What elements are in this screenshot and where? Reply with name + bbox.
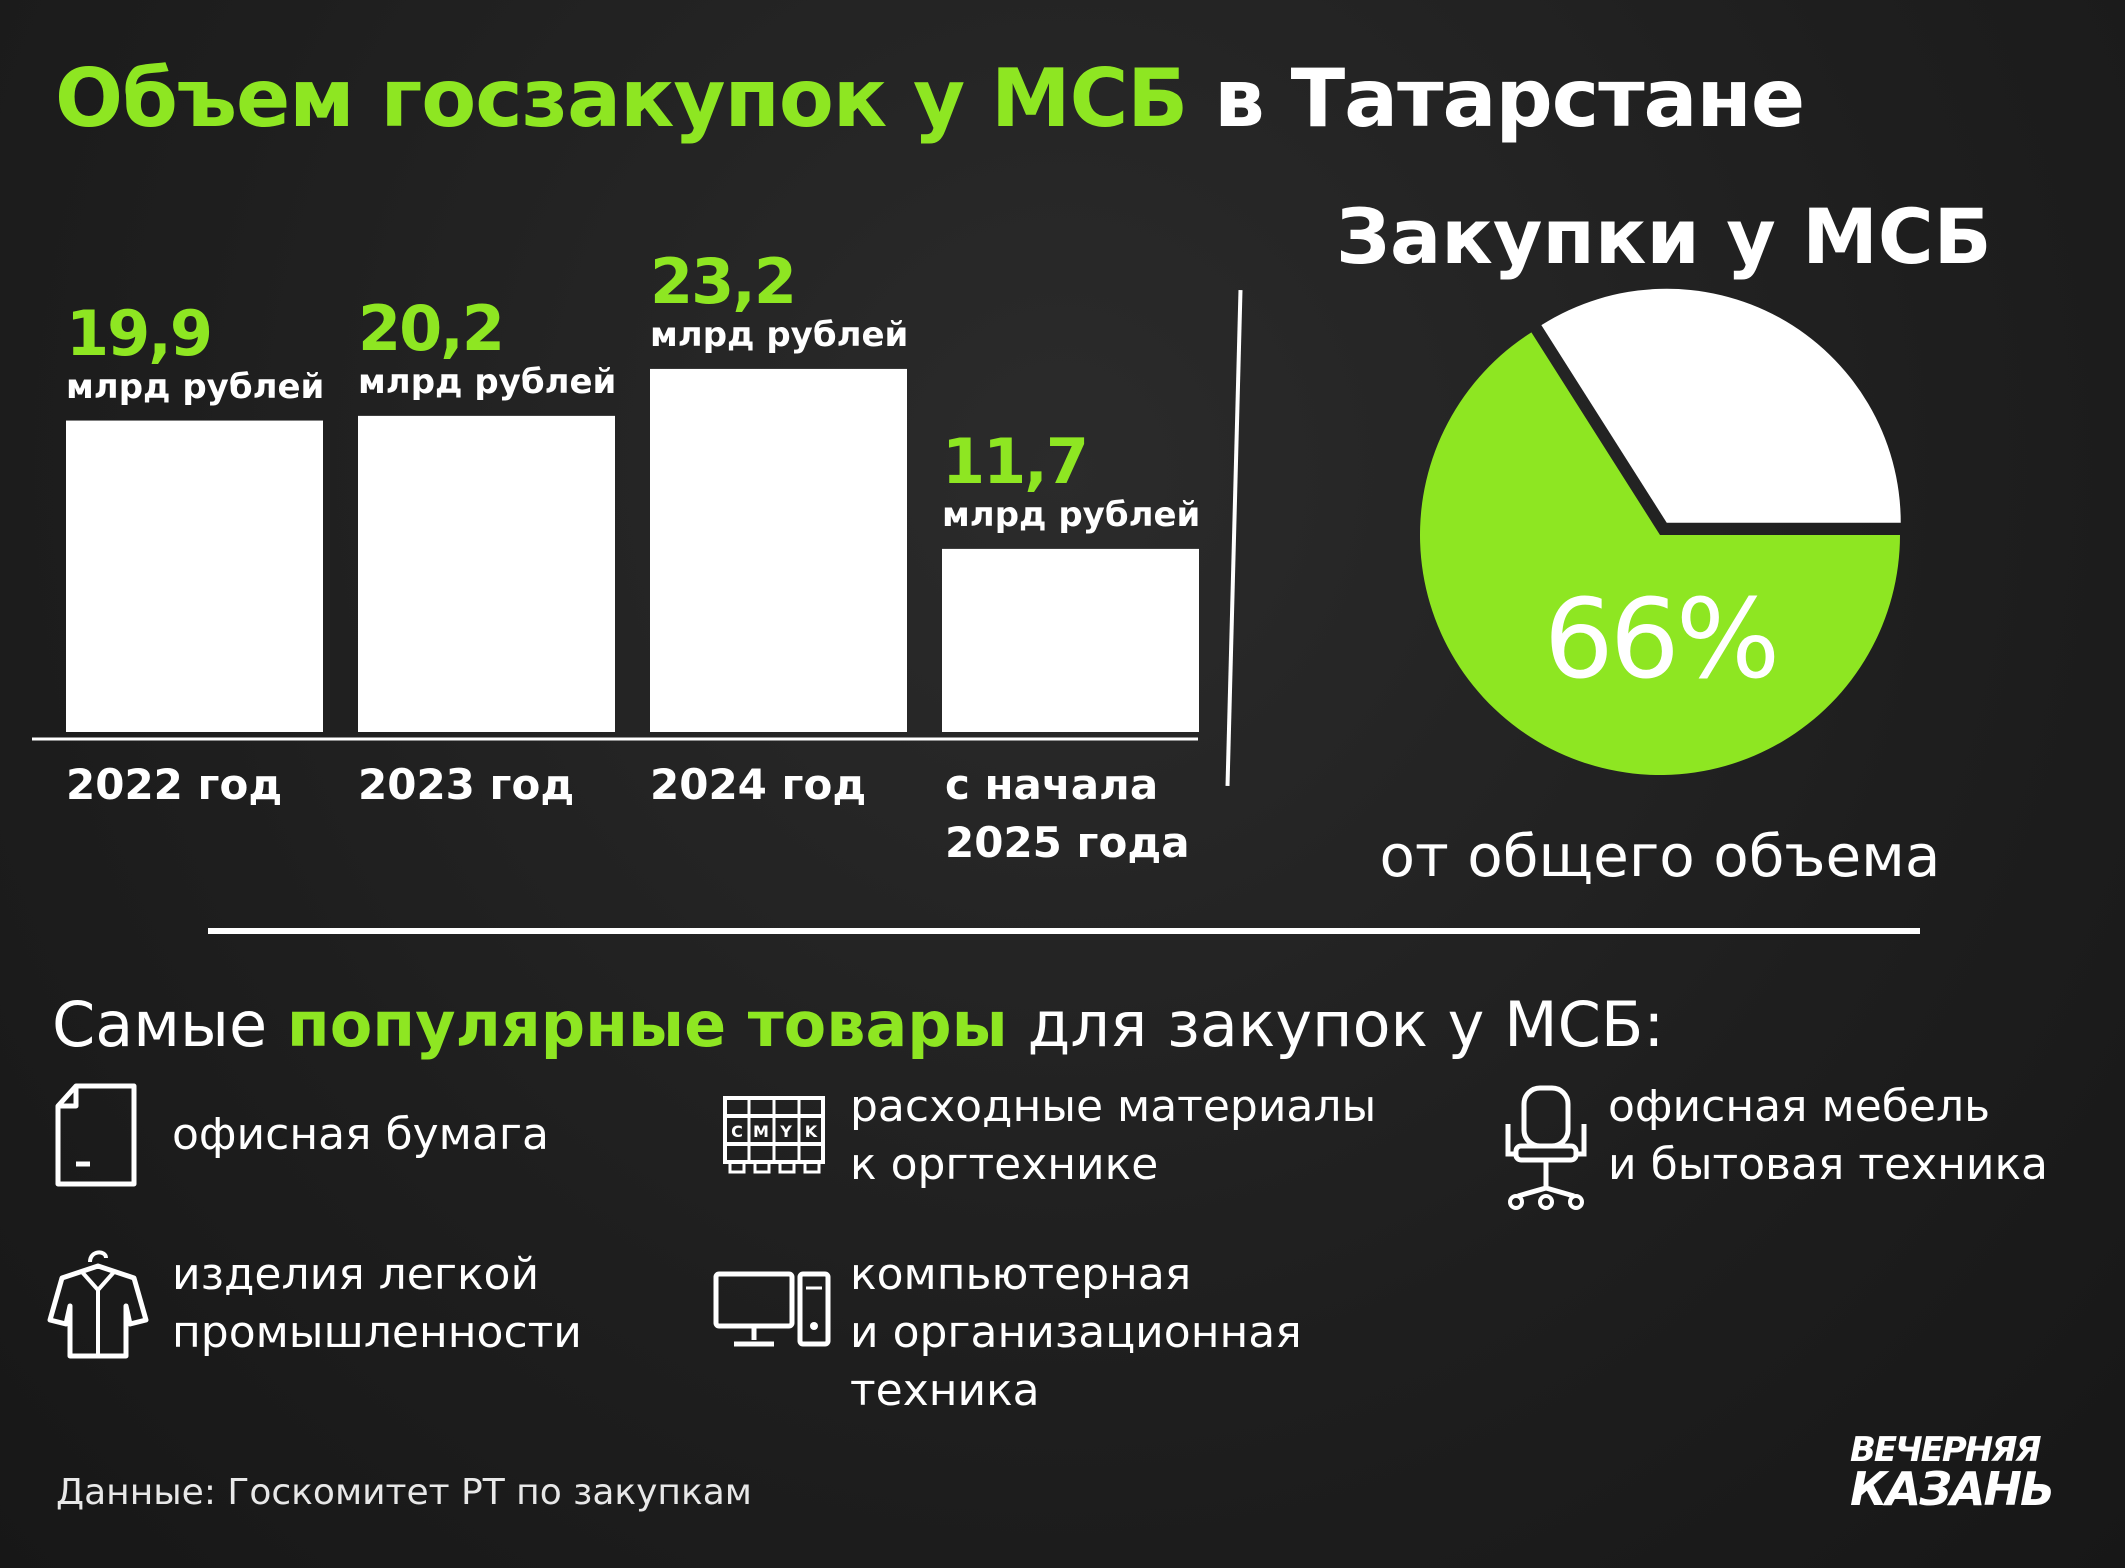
cmyk-cartridge-icon: C M Y K (723, 1096, 825, 1174)
pie-chart (1420, 288, 1901, 775)
cmyk-letter-m: M (753, 1122, 769, 1141)
section-title: Самые популярные товары для закупок у МС… (52, 988, 1664, 1061)
category-label-computers: компьютерная и организационная техника (850, 1249, 1302, 1416)
cmyk-letter-c: C (731, 1122, 743, 1141)
pie-title: Закупки у МСБ (1336, 192, 1992, 281)
section-title-start: Самые (52, 988, 287, 1061)
shirt-icon (47, 1250, 149, 1359)
pie-slice-msb (1420, 332, 1900, 775)
bar-2022 (66, 420, 323, 732)
source-note: Данные: Госкомитет РТ по закупкам (56, 1472, 752, 1513)
section-title-highlight: популярные товары (286, 988, 1008, 1061)
computer-icon (713, 1271, 831, 1347)
bar-unit-label-2022: млрд рублей (66, 366, 325, 407)
logo-line1: ВЕЧЕРНЯЯ (1850, 1430, 2042, 1470)
bar-value-label-2022: 19,9 (66, 296, 213, 370)
logo-line2: КАЗАНЬ (1850, 1462, 2055, 1516)
bar-chart (32, 368, 1199, 741)
bar-value-label-2023: 20,2 (358, 291, 505, 365)
bar-2024 (650, 368, 907, 732)
bar-value-label-2024: 23,2 (650, 244, 797, 318)
title-highlight: Объем госзакупок у МСБ (55, 52, 1188, 145)
bar-2025 (942, 548, 1199, 732)
bar-unit-label-2024: млрд рублей (650, 314, 909, 355)
cmyk-letter-y: Y (779, 1122, 792, 1141)
category-label-furniture: офисная мебель и бытовая техника (1608, 1081, 2048, 1190)
x-tick-label-2024: 2024 год (650, 760, 867, 809)
x-tick-label-2023: 2023 год (358, 760, 575, 809)
pie-slice-rest (1541, 288, 1901, 523)
x-tick-label-2022: 2022 год (66, 760, 283, 809)
bar-value-label-2025: 11,7 (942, 424, 1089, 498)
paper-icon (55, 1083, 137, 1187)
bar-2023 (358, 415, 615, 732)
section-title-end: для закупок у МСБ: (1007, 988, 1665, 1061)
category-label-consumables: расходные материалы к оргтехнике (850, 1081, 1377, 1190)
horizontal-divider (208, 928, 1920, 934)
bar-unit-label-2023: млрд рублей (358, 361, 617, 402)
category-label-paper: офисная бумага (172, 1109, 549, 1160)
page-title: Объем госзакупок у МСБ в Татарстане (55, 52, 1805, 145)
pie-caption: от общего объема (1379, 822, 1941, 890)
cmyk-letter-k: K (805, 1122, 818, 1141)
pie-percent-label: 66% (1543, 575, 1781, 703)
bar-unit-label-2025: млрд рублей (942, 494, 1201, 535)
title-rest: в Татарстане (1187, 52, 1805, 145)
logo: ВЕЧЕРНЯЯ КАЗАНЬ (1850, 1430, 2080, 1516)
office-chair-icon (1505, 1085, 1587, 1210)
category-label-light-industry: изделия легкой промышленности (172, 1249, 582, 1358)
x-tick-label-2025: с начала 2025 года (945, 760, 1190, 867)
